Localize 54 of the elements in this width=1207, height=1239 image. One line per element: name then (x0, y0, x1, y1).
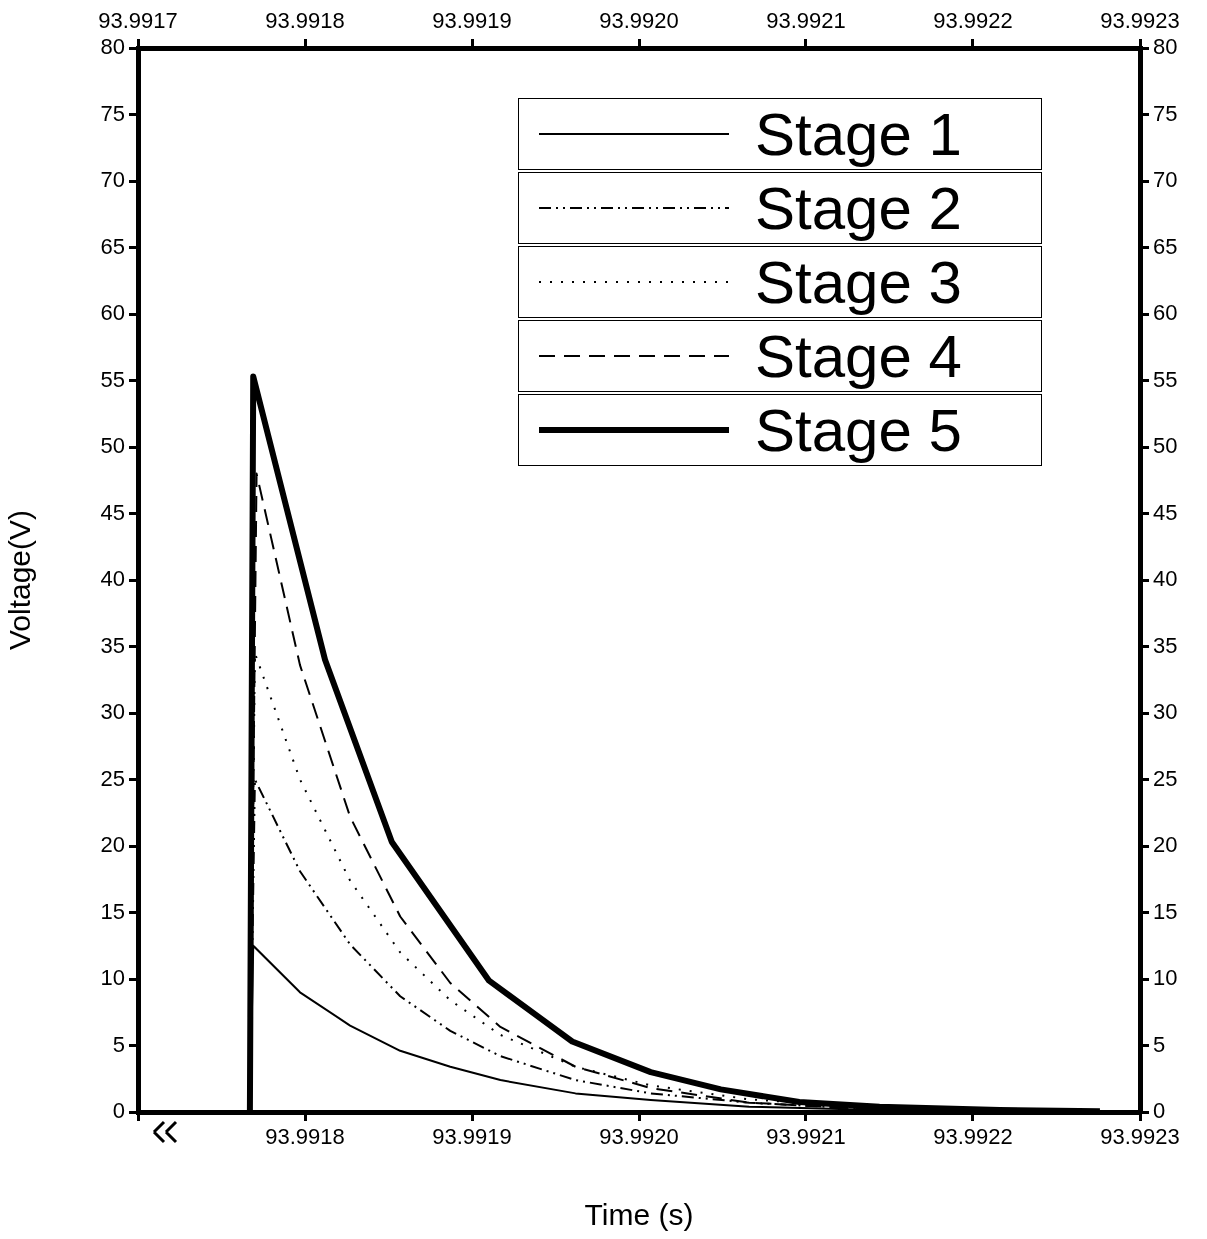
x2-tick-label: 93.9921 (766, 7, 846, 33)
x-axis-title: Time (s) (584, 1198, 694, 1232)
y2-tick-label: 70 (1153, 167, 1178, 193)
x2-tick-label: 93.9919 (432, 7, 512, 33)
y-tick-label: 10 (100, 965, 125, 991)
y-tick-label: 0 (112, 1098, 125, 1124)
x-tick-label: 93.9918 (265, 1124, 345, 1150)
y-axis-title: Voltage(V) (3, 509, 37, 651)
x-tick-label: 93.9922 (933, 1124, 1013, 1150)
y-tick-label: 25 (100, 765, 125, 791)
y2-tick-label: 65 (1153, 233, 1178, 259)
legend-label: Stage 3 (755, 247, 962, 317)
y-tick-label: 15 (100, 898, 125, 924)
y-tick-label: 20 (100, 832, 125, 858)
legend-label: Stage 4 (755, 321, 962, 391)
legend-label: Stage 2 (755, 173, 962, 243)
y2-tick-label: 25 (1153, 765, 1178, 791)
x2-tick-label: 93.9922 (933, 7, 1013, 33)
y2-tick-label: 15 (1153, 898, 1178, 924)
y-tick-label: 45 (100, 499, 125, 525)
x-tick-label: 93.9921 (766, 1124, 846, 1150)
y2-tick-label: 45 (1153, 499, 1178, 525)
y2-tick-label: 50 (1153, 433, 1178, 459)
legend-label: Stage 1 (755, 99, 962, 169)
x-tick-label: 93.9923 (1100, 1124, 1180, 1150)
legend-label: Stage 5 (755, 395, 962, 465)
x2-tick-label: 93.9920 (599, 7, 679, 33)
x2-tick-label: 93.9918 (265, 7, 345, 33)
y2-tick-label: 35 (1153, 632, 1178, 658)
y2-tick-label: 60 (1153, 300, 1178, 326)
y-tick-label: 30 (100, 699, 125, 725)
x-tick-label: 93.9919 (432, 1124, 512, 1150)
y2-tick-label: 55 (1153, 366, 1178, 392)
y-tick-label: 40 (100, 566, 125, 592)
y2-tick-label: 0 (1153, 1098, 1166, 1124)
x2-tick-label: 93.9923 (1100, 7, 1180, 33)
y2-tick-label: 5 (1153, 1031, 1166, 1057)
x-tick-label: 93.9920 (599, 1124, 679, 1150)
y-tick-label: 80 (100, 34, 125, 60)
y-tick-label: 55 (100, 366, 125, 392)
y2-tick-label: 20 (1153, 832, 1178, 858)
y-tick-label: 35 (100, 632, 125, 658)
y2-tick-label: 75 (1153, 100, 1178, 126)
y-tick-label: 50 (100, 433, 125, 459)
x2-tick-label: 93.9917 (98, 7, 178, 33)
y-tick-label: 5 (112, 1031, 125, 1057)
y-tick-label: 75 (100, 100, 125, 126)
y2-tick-label: 80 (1153, 34, 1178, 60)
y2-tick-label: 30 (1153, 699, 1178, 725)
y-tick-label: 70 (100, 167, 125, 193)
y2-tick-label: 40 (1153, 566, 1178, 592)
y2-tick-label: 10 (1153, 965, 1178, 991)
y-tick-label: 60 (100, 300, 125, 326)
y-tick-label: 65 (100, 233, 125, 259)
